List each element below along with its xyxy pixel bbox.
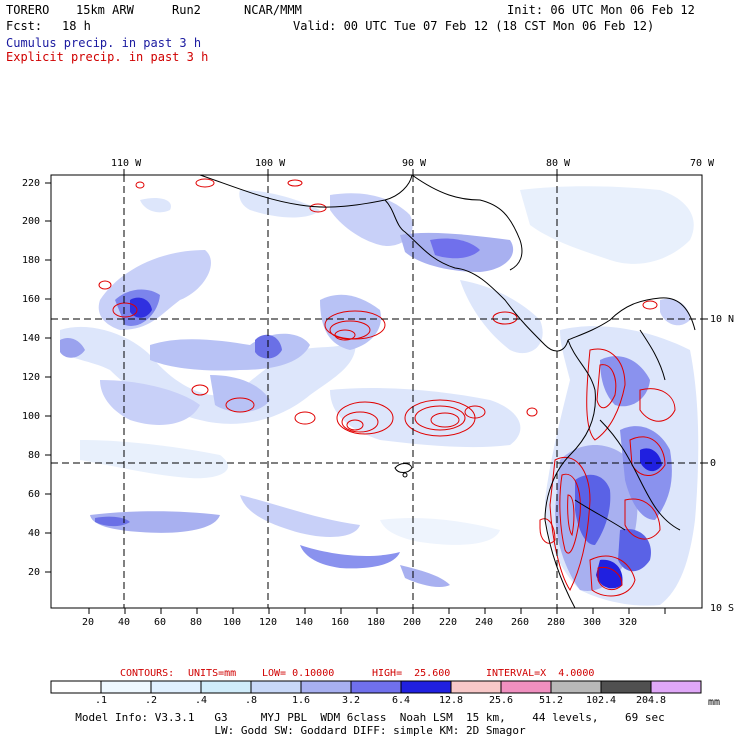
colorbar-label: 12.8 [438, 695, 464, 706]
contours-high: HIGH= 25.600 [372, 668, 451, 679]
x-label: 160 [331, 617, 350, 628]
legend-cumulus: Cumulus precip. in past 3 h [6, 36, 202, 50]
x-label: 220 [439, 617, 458, 628]
colorbar-label: .4 [194, 695, 208, 706]
contours-label: CONTOURS: [120, 668, 175, 679]
colorbar-swatch [250, 680, 302, 694]
colorbar-label: 6.4 [391, 695, 411, 706]
precip-field [60, 175, 699, 608]
y-label: 200 [22, 216, 41, 227]
colorbar [50, 680, 702, 694]
colorbar-label: 3.2 [341, 695, 361, 706]
colorbar-swatch [200, 680, 252, 694]
y-label: 220 [22, 178, 41, 189]
x-label: 320 [619, 617, 638, 628]
coastlines [199, 175, 696, 608]
forecast-hour: 18 h [62, 19, 91, 33]
x-label: 140 [295, 617, 314, 628]
colorbar-label: 204.8 [635, 695, 667, 706]
colorbar-swatch [150, 680, 202, 694]
contours-low: LOW= 0.10000 [262, 668, 335, 679]
x-label: 40 [118, 617, 131, 628]
colorbar-label: 1.6 [291, 695, 311, 706]
graticule [51, 175, 702, 608]
colorbar-swatch [550, 680, 602, 694]
colorbar-swatch [600, 680, 652, 694]
valid-time: Valid: 00 UTC Tue 07 Feb 12 (18 CST Mon … [293, 19, 655, 33]
y-label: 160 [22, 294, 41, 305]
lon-label-110w: 110 W [111, 158, 142, 169]
y-label: 20 [28, 567, 41, 578]
colorbar-swatch [450, 680, 502, 694]
lon-label-100w: 100 W [255, 158, 286, 169]
explicit-precip-contours [98, 178, 676, 597]
colorbar-label: .1 [94, 695, 108, 706]
lat-label-10s: 10 S [710, 603, 735, 614]
x-label: 200 [403, 617, 422, 628]
colorbar-swatch [300, 680, 352, 694]
lon-label-80w: 80 W [546, 158, 571, 169]
forecast-label: Fcst: [6, 19, 43, 33]
x-label: 300 [583, 617, 602, 628]
y-label: 120 [22, 372, 41, 383]
y-label: 80 [28, 450, 41, 461]
colorbar-label: 102.4 [585, 695, 617, 706]
run-label: Run2 [172, 3, 201, 17]
lat-label-0: 0 [710, 458, 717, 469]
x-label: 80 [190, 617, 203, 628]
model-resolution: 15km ARW [76, 3, 134, 17]
colorbar-swatch [350, 680, 402, 694]
colorbar-label: .8 [244, 695, 258, 706]
y-label: 100 [22, 411, 41, 422]
x-label: 100 [223, 617, 242, 628]
colorbar-swatch [100, 680, 152, 694]
x-label: 120 [259, 617, 278, 628]
y-label: 140 [22, 333, 41, 344]
contours-units: UNITS=mm [188, 668, 237, 679]
model-physics: LW: Godd SW: Goddard DIFF: simple KM: 2D… [214, 724, 526, 737]
lat-label-10n: 10 N [710, 314, 735, 325]
lon-label-70w: 70 W [690, 158, 715, 169]
axis-ticks [45, 169, 708, 614]
y-label: 60 [28, 489, 41, 500]
x-label: 280 [547, 617, 566, 628]
colorbar-swatch [400, 680, 452, 694]
colorbar-swatch [50, 680, 102, 694]
x-label: 60 [154, 617, 167, 628]
colorbar-unit: mm [708, 697, 721, 708]
y-label: 180 [22, 255, 41, 266]
lon-label-90w: 90 W [402, 158, 427, 169]
x-label: 260 [511, 617, 530, 628]
colorbar-swatch [500, 680, 552, 694]
org-label: NCAR/MMM [244, 3, 302, 17]
contours-interval: INTERVAL=X 4.0000 [486, 668, 595, 679]
cumulus-precip-shading [60, 186, 699, 606]
x-label: 180 [367, 617, 386, 628]
colorbar-label: 51.2 [538, 695, 564, 706]
x-label: 20 [82, 617, 95, 628]
x-label: 240 [475, 617, 494, 628]
init-time: Init: 06 UTC Mon 06 Feb 12 [507, 3, 695, 17]
model-info: Model Info: V3.3.1 G3 MYJ PBL WDM 6class… [75, 711, 665, 724]
colorbar-label: .2 [144, 695, 158, 706]
y-label: 40 [28, 528, 41, 539]
colorbar-swatch [650, 680, 702, 694]
model-name: TORERO [6, 3, 50, 17]
legend-explicit: Explicit precip. in past 3 h [6, 50, 209, 64]
colorbar-label: 25.6 [488, 695, 514, 706]
